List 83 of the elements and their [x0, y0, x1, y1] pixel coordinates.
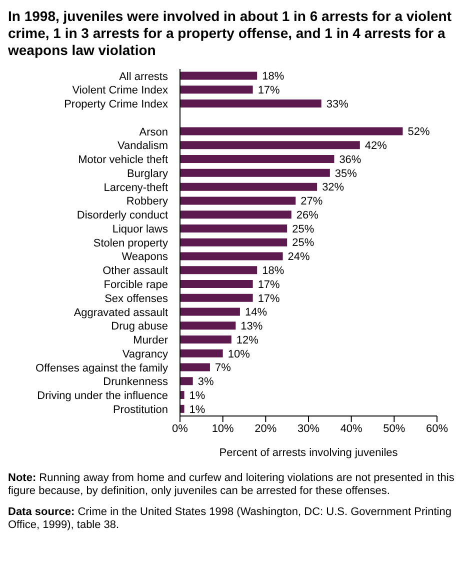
data-label: 14%: [244, 306, 268, 319]
y-tick-label: Prostitution: [112, 404, 168, 416]
y-tick-label: Robbery: [126, 196, 168, 208]
data-label: 7%: [214, 362, 232, 374]
bar: [180, 335, 232, 344]
data-label: 13%: [240, 320, 263, 333]
data-label: 33%: [326, 98, 349, 110]
bar: [180, 404, 184, 413]
y-tick-label: All arrests: [119, 70, 168, 83]
data-label: 27%: [300, 196, 323, 208]
bar: [180, 127, 403, 136]
y-tick-label: Burglary: [127, 168, 168, 180]
data-label: 25%: [292, 237, 314, 250]
y-tick-label: Violent Crime Index: [72, 84, 168, 97]
bar: [180, 238, 288, 246]
bar: [180, 252, 283, 260]
y-tick-label: Drunkenness: [103, 376, 168, 388]
data-label: 18%: [262, 265, 284, 277]
source-note: Data source: Crime in the United States 1998 (Washington, DC: U.S. Government Printing Office, 1999), table 38.: [8, 506, 452, 532]
data-label: 1%: [189, 390, 206, 402]
y-tick-label: Arson: [139, 126, 168, 138]
data-label: 25%: [292, 223, 314, 236]
y-tick-label: Drug abuse: [111, 320, 168, 333]
y-tick-label: Murder: [133, 334, 168, 347]
bar: [180, 266, 258, 274]
bar: [180, 155, 334, 164]
bar: [180, 391, 184, 400]
data-label: 17%: [258, 84, 280, 97]
y-tick-label: Motor vehicle theft: [78, 154, 168, 166]
y-tick-label: Larceny-theft: [104, 182, 168, 194]
data-label: 3%: [198, 376, 214, 388]
bar: [180, 308, 240, 316]
data-label: 17%: [258, 292, 280, 305]
data-label: 26%: [296, 209, 319, 222]
x-tick-label: 60%: [426, 422, 448, 435]
chart-title: In 1998, juveniles were involved in about 1 in 6 arrests for a violent crime, 1 in 3 arrests for a property offense, and 1 in 4 arrests for a weapons law violation: [8, 8, 452, 59]
y-tick-label: Stolen property: [93, 237, 168, 250]
y-tick-label: Liquor laws: [112, 223, 168, 236]
y-tick-label: Disorderly conduct: [76, 210, 168, 222]
bar: [180, 349, 223, 358]
bar: [180, 280, 253, 288]
x-tick-label: 0%: [172, 422, 188, 435]
bar: [180, 86, 253, 94]
y-tick-label: Forcible rape: [104, 278, 168, 291]
data-label: 32%: [322, 182, 344, 194]
x-tick-label: 50%: [383, 422, 406, 435]
y-tick-label: Driving under the influence: [37, 390, 168, 402]
bar: [180, 294, 253, 302]
bar: [180, 100, 322, 108]
bar: [180, 322, 236, 330]
y-tick-label: Vagrancy: [122, 348, 168, 360]
text: Note: Running away from home and curfew and loitering violations are not presented in this figure because, by definition, only juveniles can be arrested for these offenses.: [8, 472, 456, 498]
x-tick-label: 10%: [212, 422, 234, 435]
data-label: 17%: [258, 278, 280, 291]
data-label: 10%: [228, 348, 250, 360]
data-label: 35%: [334, 168, 358, 180]
x-tick-label: 20%: [254, 422, 277, 435]
x-axis-title: Percent of arrests involving juveniles: [219, 446, 398, 459]
data-label: 42%: [364, 140, 388, 152]
y-tick-label: Offenses against the family: [36, 362, 168, 374]
data-label: 52%: [408, 126, 430, 138]
y-tick-label: Vandalism: [117, 140, 168, 152]
data-label: 12%: [236, 334, 259, 346]
y-tick-label: Property Crime Index: [64, 98, 168, 111]
y-tick-label: Aggravated assault: [74, 306, 168, 319]
bar: [180, 196, 296, 205]
bar: [180, 182, 318, 191]
y-tick-label: Other assault: [102, 265, 168, 278]
bar: [180, 210, 292, 219]
y-tick-label: Sex offenses: [104, 292, 168, 305]
bar: [180, 168, 330, 177]
x-tick-label: 30%: [297, 422, 320, 435]
bar: [180, 377, 193, 386]
data-label: 18%: [262, 70, 284, 83]
x-tick-label: 40%: [340, 422, 363, 435]
bar: [180, 72, 258, 80]
bar: [180, 363, 210, 372]
y-tick-label: Weapons: [122, 251, 168, 264]
data-label: 36%: [339, 154, 362, 166]
data-label: 1%: [189, 404, 206, 416]
bar: [180, 141, 360, 150]
data-label: 24%: [288, 251, 310, 264]
bar: [180, 224, 288, 232]
